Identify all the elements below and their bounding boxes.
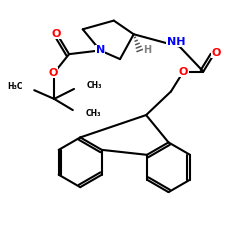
Text: O: O bbox=[211, 48, 220, 58]
Text: O: O bbox=[52, 28, 61, 38]
Text: NH: NH bbox=[167, 37, 185, 47]
Text: CH₃: CH₃ bbox=[86, 81, 102, 90]
Text: H: H bbox=[143, 46, 152, 56]
Text: CH₃: CH₃ bbox=[85, 109, 101, 118]
Text: H₃C: H₃C bbox=[8, 82, 23, 91]
Text: O: O bbox=[179, 66, 188, 76]
Text: O: O bbox=[48, 68, 58, 78]
Text: N: N bbox=[96, 46, 105, 56]
